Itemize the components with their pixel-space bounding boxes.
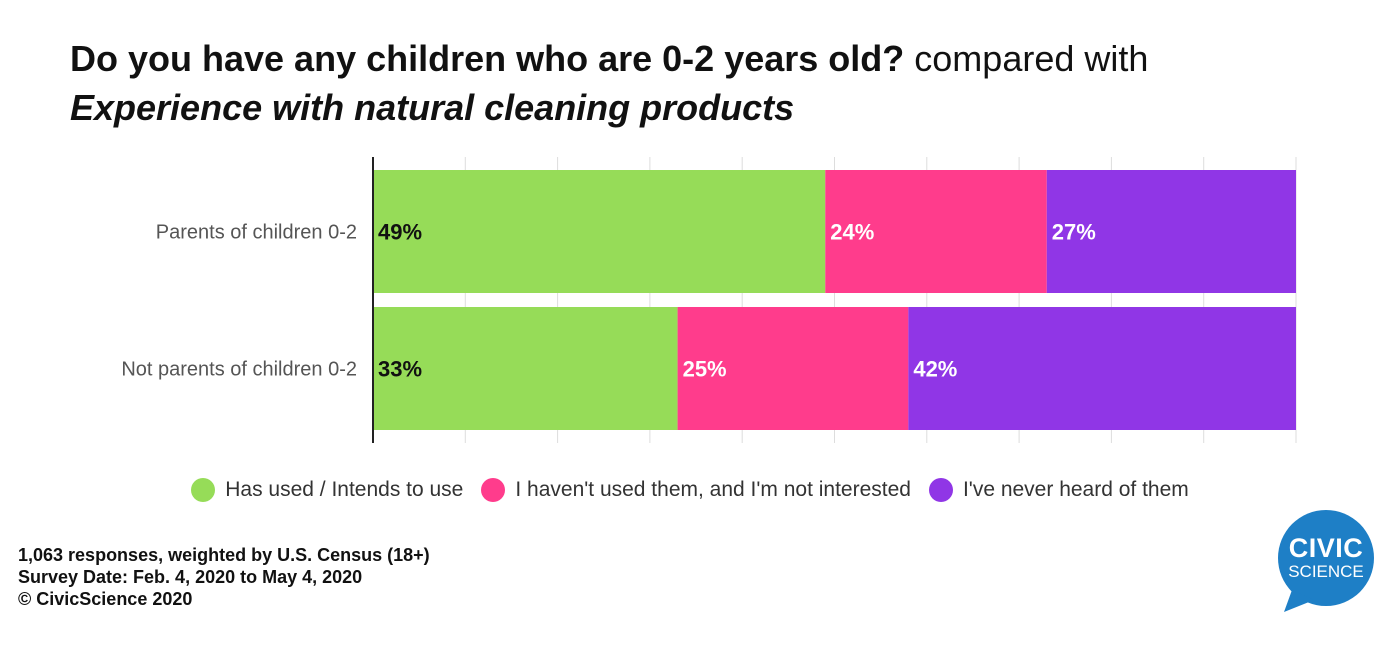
- category-label: Not parents of children 0-2: [121, 359, 357, 381]
- bar-segment: [825, 170, 1047, 293]
- data-label: 33%: [378, 357, 422, 382]
- data-label: 24%: [830, 220, 874, 245]
- bar-segment: [373, 307, 678, 430]
- logo-text: CIVIC SCIENCE: [1280, 533, 1372, 582]
- chart-legend: Has used / Intends to use I haven't used…: [0, 478, 1380, 502]
- footer-copyright: © CivicScience 2020: [18, 589, 193, 609]
- logo-line-civic: CIVIC: [1288, 533, 1364, 563]
- bar-segment: [373, 170, 826, 293]
- legend-label-not-interested: I haven't used them, and I'm not interes…: [515, 478, 911, 501]
- bar-segment: [1046, 170, 1296, 293]
- legend-swatch-has-used: [191, 478, 216, 502]
- legend-item-not-interested: I haven't used them, and I'm not interes…: [481, 478, 911, 502]
- logo-bubble-icon: [1278, 510, 1374, 612]
- title-comparison: Experience with natural cleaning product…: [70, 87, 795, 128]
- data-label: 42%: [913, 357, 957, 382]
- legend-label-never-heard: I've never heard of them: [962, 478, 1189, 501]
- legend-item-has-used: Has used / Intends to use: [191, 478, 463, 502]
- legend-swatch-not-interested: [481, 478, 506, 502]
- bar-segment: [908, 307, 1296, 430]
- category-label: Parents of children 0-2: [156, 222, 357, 244]
- legend-swatch-never-heard: [928, 478, 953, 502]
- chart-title: Do you have any children who are 0-2 yea…: [70, 34, 1320, 132]
- title-question: Do you have any children who are 0-2 yea…: [70, 38, 905, 79]
- legend-label-has-used: Has used / Intends to use: [225, 478, 464, 501]
- legend-item-never-heard: I've never heard of them: [928, 478, 1189, 502]
- bar-segment: [677, 307, 909, 430]
- data-label: 25%: [683, 357, 727, 382]
- logo-line-science: SCIENCE: [1288, 562, 1364, 581]
- footer-survey-date: Survey Date: Feb. 4, 2020 to May 4, 2020: [18, 567, 363, 587]
- data-label: 49%: [378, 220, 422, 245]
- title-connector: compared with: [914, 38, 1149, 79]
- civicscience-logo: CIVIC SCIENCE: [1268, 504, 1380, 620]
- footer-responses: 1,063 responses, weighted by U.S. Census…: [18, 545, 430, 565]
- chart-footer: 1,063 responses, weighted by U.S. Census…: [18, 544, 430, 610]
- data-label: 27%: [1052, 220, 1096, 245]
